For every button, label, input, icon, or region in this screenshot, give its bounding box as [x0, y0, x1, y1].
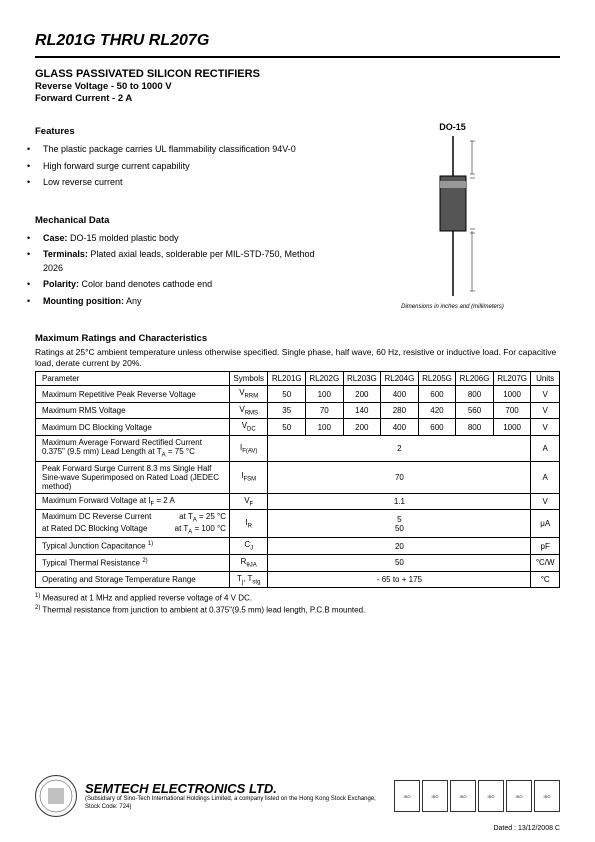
table-row: Operating and Storage Temperature RangeT… [36, 571, 560, 588]
spec-line-2: Forward Current - 2 A [35, 93, 560, 104]
company-name: SEMTECH ELECTRONICS LTD. [85, 781, 386, 796]
table-row: Maximum DC Blocking VoltageVDC5010020040… [36, 419, 560, 436]
table-row: Peak Forward Surge Current 8.3 ms Single… [36, 461, 560, 493]
subtitle: GLASS PASSIVATED SILICON RECTIFIERS [35, 68, 560, 80]
ratings-table: Parameter Symbols RL201G RL202G RL203G R… [35, 371, 560, 588]
cert-badge: ISO [478, 780, 504, 812]
table-row: Maximum DC Reverse Currentat TA = 25 °Ca… [36, 510, 560, 538]
mechanical-item: •Case: DO-15 molded plastic body [35, 232, 325, 246]
table-row: Maximum Average Forward Rectified Curren… [36, 436, 560, 462]
dated-line: Dated : 13/12/2008 C [493, 825, 560, 832]
footnote-1: Measured at 1 MHz and applied reverse vo… [43, 594, 252, 603]
cert-badge: ISO [394, 780, 420, 812]
table-row: Typical Junction Capacitance 1)CJ20pF [36, 538, 560, 555]
title-rule [35, 56, 560, 58]
cert-badge: ISO [534, 780, 560, 812]
package-diagram [425, 136, 481, 296]
features-heading: Features [35, 126, 325, 137]
ratings-description: Ratings at 25°C ambient temperature unle… [35, 347, 560, 368]
mechanical-item: •Polarity: Color band denotes cathode en… [35, 278, 325, 292]
table-row: Maximum Forward Voltage at IF = 2 AVF1.1… [36, 493, 560, 510]
company-logo [35, 775, 77, 817]
col-part: RL205G [418, 372, 456, 386]
page-title: RL201G THRU RL207G [35, 32, 560, 50]
col-part: RL203G [343, 372, 381, 386]
feature-item: •The plastic package carries UL flammabi… [35, 143, 325, 157]
col-parameter: Parameter [36, 372, 230, 386]
col-units: Units [531, 372, 560, 386]
spec-line-1: Reverse Voltage - 50 to 1000 V [35, 81, 560, 92]
package-label: DO-15 [439, 122, 466, 132]
feature-item: •High forward surge current capability [35, 160, 325, 174]
col-part: RL202G [306, 372, 344, 386]
feature-item: •Low reverse current [35, 176, 325, 190]
table-row: Maximum Repetitive Peak Reverse VoltageV… [36, 386, 560, 403]
mechanical-item: •Terminals: Plated axial leads, solderab… [35, 248, 325, 275]
cert-badge: ISO [506, 780, 532, 812]
table-row: Typical Thermal Resistance 2)RθJA50°C/W [36, 555, 560, 572]
col-part: RL204G [381, 372, 419, 386]
footer: SEMTECH ELECTRONICS LTD. (Subsidiary of … [35, 775, 560, 817]
col-part: RL206G [456, 372, 494, 386]
mechanical-heading: Mechanical Data [35, 215, 325, 226]
company-sub: (Subsidiary of Sino-Tech International H… [85, 796, 386, 810]
ratings-heading: Maximum Ratings and Characteristics [35, 333, 560, 344]
col-symbols: Symbols [229, 372, 267, 386]
table-row: Maximum RMS VoltageVRMS35701402804205607… [36, 402, 560, 419]
col-part: RL201G [268, 372, 306, 386]
cert-badge: ISO [450, 780, 476, 812]
footnote-2: Thermal resistance from junction to ambi… [42, 606, 365, 615]
dimension-note: Dimensions in inches and (millimeters) [401, 304, 504, 310]
footnotes: 1) Measured at 1 MHz and applied reverse… [35, 592, 560, 616]
cert-badges: ISO ISO ISO ISO ISO ISO [394, 780, 560, 812]
mechanical-item: •Mounting position: Any [35, 295, 325, 309]
col-part: RL207G [493, 372, 531, 386]
cert-badge: ISO [422, 780, 448, 812]
